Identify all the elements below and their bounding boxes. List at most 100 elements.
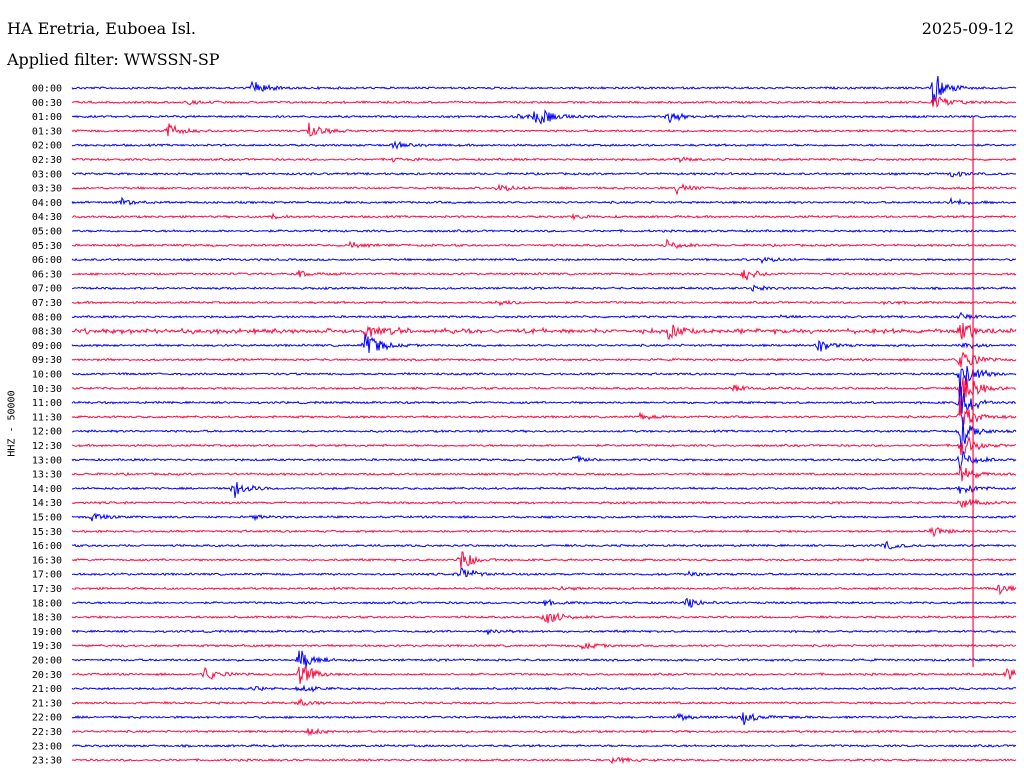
trace-1330 xyxy=(71,464,1017,482)
tick-label: 14:30 xyxy=(32,498,62,509)
tick-label: 16:30 xyxy=(32,555,62,566)
tick-label: 20:30 xyxy=(32,670,62,681)
tick-label: 11:30 xyxy=(32,412,62,423)
trace-0600 xyxy=(71,256,1017,265)
trace-0700 xyxy=(71,284,1017,293)
trace-0300 xyxy=(71,171,1017,178)
trace-0100 xyxy=(71,109,1017,125)
trace-1000 xyxy=(72,365,1017,398)
trace-2030 xyxy=(71,666,1017,685)
trace-0430 xyxy=(71,212,1017,221)
tick-label: 17:00 xyxy=(32,570,62,581)
tick-label: 15:00 xyxy=(32,513,62,524)
tick-label: 16:00 xyxy=(32,541,62,552)
tick-label: 14:00 xyxy=(32,484,62,495)
trace-1600 xyxy=(71,540,1017,550)
station-title: HA Eretria, Euboea Isl. xyxy=(7,19,196,38)
tick-label: 10:00 xyxy=(32,370,62,381)
tick-label: 05:00 xyxy=(32,227,62,238)
trace-2230 xyxy=(71,727,1017,737)
tick-label: 11:00 xyxy=(32,398,62,409)
tick-label: 12:30 xyxy=(32,441,62,452)
trace-0730 xyxy=(71,299,1017,307)
trace-1200 xyxy=(71,416,1017,448)
tick-label: 05:30 xyxy=(32,241,62,252)
trace-1730 xyxy=(71,584,1017,596)
tick-label: 22:00 xyxy=(32,713,62,724)
trace-1630 xyxy=(71,551,1017,569)
tick-label: 17:30 xyxy=(32,584,62,595)
tick-label: 19:30 xyxy=(32,641,62,652)
trace-1930 xyxy=(71,641,1017,651)
tick-label: 13:00 xyxy=(32,455,62,466)
trace-0900 xyxy=(71,334,1017,354)
trace-1300 xyxy=(71,450,1017,471)
time-tick-labels: 00:00 00:30 01:00 01:30 02:00 02:30 03:00 03:30… xyxy=(32,84,62,767)
tick-label: 15:30 xyxy=(32,527,62,538)
trace-2000 xyxy=(71,650,1017,669)
trace-0530 xyxy=(71,238,1017,250)
tick-label: 06:30 xyxy=(32,269,62,280)
trace-1900 xyxy=(71,628,1017,635)
tick-label: 02:00 xyxy=(32,141,62,152)
trace-1400 xyxy=(71,481,1017,498)
tick-label: 04:30 xyxy=(32,212,62,223)
tick-label: 09:30 xyxy=(32,355,62,366)
tick-label: 21:00 xyxy=(32,684,62,695)
trace-1530 xyxy=(71,526,1017,538)
tick-label: 07:00 xyxy=(32,284,62,295)
trace-0930 xyxy=(71,351,1017,368)
trace-1100 xyxy=(71,386,1017,414)
trace-0400 xyxy=(71,196,1017,206)
trace-2130 xyxy=(71,698,1017,707)
trace-1430 xyxy=(71,498,1017,509)
tick-label: 08:30 xyxy=(32,327,62,338)
tick-label: 00:00 xyxy=(32,84,62,95)
tick-label: 01:00 xyxy=(32,112,62,123)
tick-label: 10:30 xyxy=(32,384,62,395)
y-axis-label: HHZ - 50000 xyxy=(6,390,18,457)
tick-label: 01:30 xyxy=(32,126,62,137)
tick-label: 06:00 xyxy=(32,255,62,266)
tick-label: 21:30 xyxy=(32,698,62,709)
trace-0330 xyxy=(72,182,1017,195)
tick-label: 03:30 xyxy=(32,184,62,195)
tick-label: 23:00 xyxy=(32,741,62,752)
tick-label: 07:30 xyxy=(32,298,62,309)
trace-0230 xyxy=(71,156,1017,164)
trace-1030 xyxy=(71,377,1017,416)
tick-label: 03:00 xyxy=(32,169,62,180)
trace-2100 xyxy=(71,684,1017,693)
trace-1230 xyxy=(71,435,1016,456)
trace-0830 xyxy=(71,322,1017,340)
tick-label: 08:00 xyxy=(32,312,62,323)
tick-label: 00:30 xyxy=(32,98,62,109)
trace-2200 xyxy=(71,712,1017,726)
tick-label: 18:00 xyxy=(32,598,62,609)
trace-group xyxy=(71,75,1017,765)
trace-1800 xyxy=(71,597,1017,609)
tick-label: 13:30 xyxy=(32,470,62,481)
trace-0800 xyxy=(71,311,1017,321)
trace-1130 xyxy=(71,396,1017,426)
tick-label: 23:30 xyxy=(32,756,62,767)
trace-2300 xyxy=(71,743,1017,749)
tick-label: 19:00 xyxy=(32,627,62,638)
trace-0500 xyxy=(71,228,1017,234)
filter-label: Applied filter: WWSSN-SP xyxy=(7,50,220,69)
date-label: 2025-09-12 xyxy=(921,19,1014,38)
trace-0030 xyxy=(71,96,1017,108)
tick-label: 22:30 xyxy=(32,727,62,738)
trace-0630 xyxy=(71,269,1017,281)
trace-0000 xyxy=(71,75,1017,106)
trace-2330 xyxy=(71,756,1017,765)
tick-label: 18:30 xyxy=(32,613,62,624)
trace-1700 xyxy=(71,567,1017,578)
tick-label: 12:00 xyxy=(32,427,62,438)
trace-0130 xyxy=(71,122,1017,137)
tick-label: 04:00 xyxy=(32,198,62,209)
tick-label: 20:00 xyxy=(32,656,62,667)
trace-0200 xyxy=(71,140,1017,150)
trace-1500 xyxy=(71,512,1017,522)
